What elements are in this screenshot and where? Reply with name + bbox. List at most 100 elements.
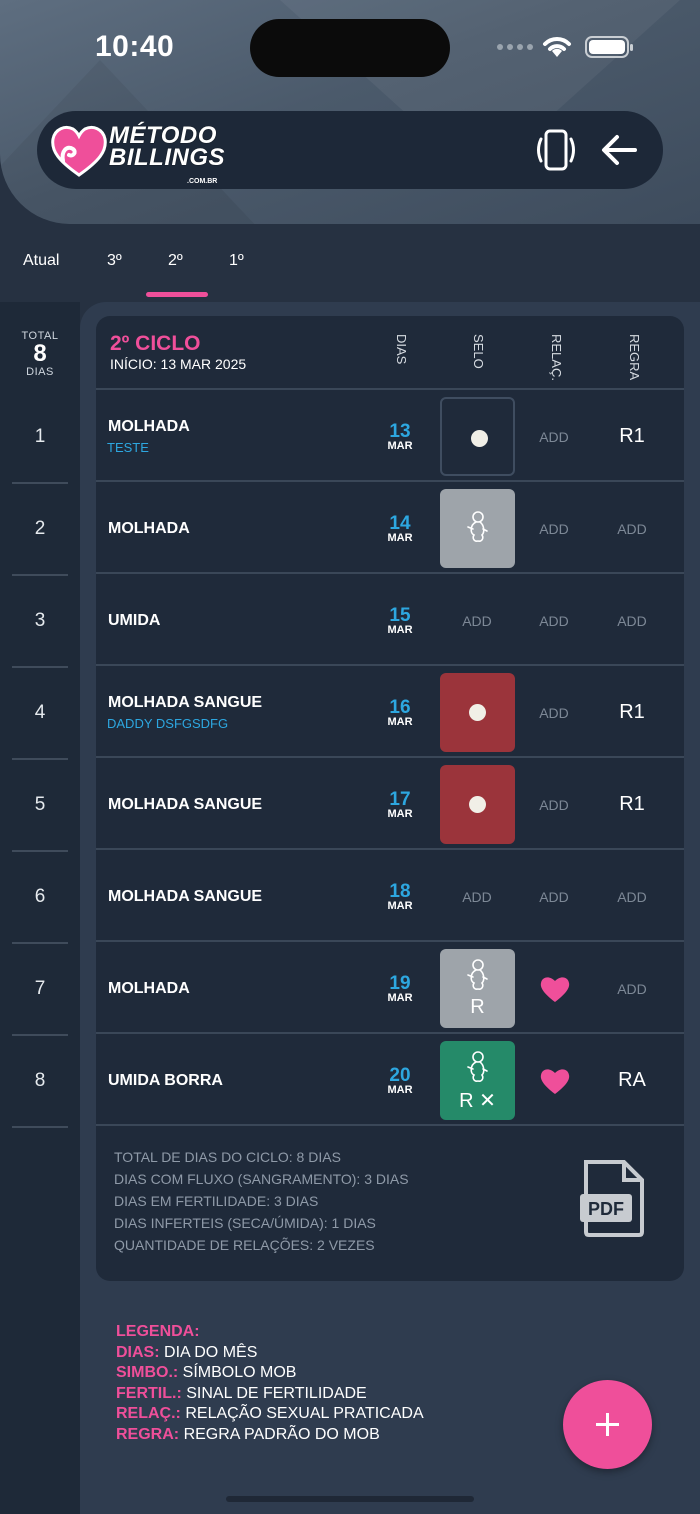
- rule-value[interactable]: R1: [619, 793, 645, 815]
- row-date: 19 MAR: [380, 974, 420, 1004]
- table-row[interactable]: MOLHADA 14 MAR ADD ADD: [96, 484, 684, 574]
- relation-add[interactable]: ADD: [539, 613, 569, 629]
- vibrate-icon[interactable]: [533, 129, 579, 171]
- rule-add[interactable]: ADD: [617, 981, 647, 997]
- cycle-start: INÍCIO: 13 MAR 2025: [110, 356, 247, 372]
- heart-icon[interactable]: [539, 974, 571, 1004]
- back-arrow-icon[interactable]: [599, 131, 639, 169]
- table-row[interactable]: MOLHADA SANGUE 17 MAR ADD R1: [96, 760, 684, 850]
- logo-domain: .COM.BR: [187, 178, 218, 185]
- tab-1[interactable]: 1º: [229, 252, 244, 269]
- rule-value[interactable]: R1: [619, 701, 645, 723]
- col-header-dias: DIAS: [394, 334, 409, 365]
- table-row[interactable]: MOLHADA SANGUE DADDY DSFGSDFG 16 MAR ADD R1: [96, 668, 684, 758]
- seal-add[interactable]: ADD: [462, 889, 492, 905]
- row-mucus-type: MOLHADA SANGUE: [108, 796, 263, 813]
- seal-stamp[interactable]: [440, 673, 515, 752]
- row-mucus-type: MOLHADA SANGUE: [108, 888, 263, 905]
- rule-add[interactable]: ADD: [617, 889, 647, 905]
- logo-line1: MÉTODO: [109, 122, 217, 149]
- legend-item-regra: REGRA: REGRA PADRÃO DO MOB: [116, 1425, 424, 1446]
- relation-add[interactable]: ADD: [539, 429, 569, 445]
- seal-text: R: [470, 996, 485, 1018]
- summary-relations: QUANTIDADE DE RELAÇÕES: 2 VEZES: [114, 1237, 375, 1253]
- summary-fertile-days: DIAS EM FERTILIDADE: 3 DIAS: [114, 1193, 319, 1209]
- seal-add[interactable]: ADD: [462, 613, 492, 629]
- sidebar-day-number: 3: [12, 576, 68, 668]
- status-bar: 10:40: [0, 0, 700, 100]
- dynamic-island: [250, 19, 450, 77]
- summary-infertile-days: DIAS INFERTEIS (SECA/ÚMIDA): 1 DIAS: [114, 1215, 376, 1231]
- home-indicator: [226, 1496, 474, 1502]
- rule-value[interactable]: RA: [618, 1069, 646, 1091]
- tab-3[interactable]: 3º: [107, 252, 122, 269]
- row-month: MAR: [387, 808, 413, 820]
- seal-stamp[interactable]: [440, 765, 515, 844]
- baby-icon: [464, 511, 490, 545]
- baby-icon: [464, 959, 490, 993]
- row-mucus-type: UMIDA: [108, 612, 161, 629]
- table-row[interactable]: MOLHADA TESTE 13 MAR ADD R1: [96, 392, 684, 482]
- logo-line2: BILLINGS: [109, 144, 225, 171]
- table-row[interactable]: UMIDA BORRA 20 MAR R ✕ RA: [96, 1036, 684, 1126]
- legend-key: FERTIL.:: [116, 1384, 182, 1402]
- total-unit: DIAS: [26, 366, 54, 378]
- app-bar: MÉTODO BILLINGS .COM.BR: [37, 111, 663, 189]
- sidebar-day-number: 8: [12, 1036, 68, 1128]
- baby-icon: [464, 1051, 490, 1085]
- relation-add[interactable]: ADD: [539, 889, 569, 905]
- cycle-summary: TOTAL DE DIAS DO CICLO: 8 DIAS DIAS COM …: [114, 1146, 409, 1256]
- table-row[interactable]: UMIDA 15 MAR ADD ADD ADD: [96, 576, 684, 666]
- sidebar-day-number: 5: [12, 760, 68, 852]
- cycle-header: 2º CICLO INÍCIO: 13 MAR 2025 DIAS SELO R…: [96, 316, 684, 390]
- legend-item-fertil: FERTIL.: SINAL DE FERTILIDADE: [116, 1384, 424, 1405]
- row-month: MAR: [387, 716, 413, 728]
- seal-stamp[interactable]: R ✕: [440, 1041, 515, 1120]
- relation-add[interactable]: ADD: [539, 705, 569, 721]
- tab-atual[interactable]: Atual: [23, 252, 60, 269]
- legend-value: SINAL DE FERTILIDADE: [186, 1384, 367, 1402]
- legend: LEGENDA: DIAS: DIA DO MÊS SIMBO.: SÍMBOL…: [116, 1322, 424, 1446]
- total-days: TOTAL 8 DIAS: [0, 330, 80, 378]
- relation-add[interactable]: ADD: [539, 797, 569, 813]
- row-month: MAR: [387, 532, 413, 544]
- tab-2[interactable]: 2º: [168, 252, 183, 269]
- add-entry-button[interactable]: [563, 1380, 652, 1469]
- tab-indicator: [146, 292, 208, 297]
- cycle-card: 2º CICLO INÍCIO: 13 MAR 2025 DIAS SELO R…: [96, 316, 684, 1281]
- row-date: 14 MAR: [380, 514, 420, 544]
- row-mucus-type: MOLHADA: [108, 520, 190, 537]
- row-mucus-type: MOLHADA: [108, 418, 190, 435]
- row-date: 20 MAR: [380, 1066, 420, 1096]
- total-value: 8: [33, 340, 47, 367]
- logo-text: MÉTODO BILLINGS .COM.BR: [109, 122, 225, 186]
- logo-icon: [51, 125, 107, 177]
- row-date: 13 MAR: [380, 422, 420, 452]
- row-month: MAR: [387, 440, 413, 452]
- seal-stamp[interactable]: [440, 397, 515, 476]
- seal-stamp[interactable]: R: [440, 949, 515, 1028]
- table-row[interactable]: MOLHADA 19 MAR R ADD: [96, 944, 684, 1034]
- legend-key: REGRA:: [116, 1425, 180, 1443]
- rule-add[interactable]: ADD: [617, 521, 647, 537]
- row-date: 15 MAR: [380, 606, 420, 636]
- row-day: 18: [389, 881, 411, 902]
- row-month: MAR: [387, 900, 413, 912]
- seal-stamp[interactable]: [440, 489, 515, 568]
- sidebar-day-number: 2: [12, 484, 68, 576]
- rule-value[interactable]: R1: [619, 425, 645, 447]
- row-date: 16 MAR: [380, 698, 420, 728]
- row-mucus-type: MOLHADA: [108, 980, 190, 997]
- total-label: TOTAL: [21, 330, 59, 342]
- table-row[interactable]: MOLHADA SANGUE 18 MAR ADD ADD ADD: [96, 852, 684, 942]
- relation-add[interactable]: ADD: [539, 521, 569, 537]
- row-note: DADDY DSFGSDFG: [107, 716, 229, 731]
- legend-title: LEGENDA:: [116, 1323, 200, 1340]
- pdf-label: PDF: [588, 1199, 624, 1219]
- row-month: MAR: [387, 624, 413, 636]
- row-note: TESTE: [107, 440, 149, 455]
- rule-add[interactable]: ADD: [617, 613, 647, 629]
- legend-key: DIAS:: [116, 1343, 160, 1361]
- heart-icon[interactable]: [539, 1066, 571, 1096]
- pdf-icon[interactable]: PDF: [580, 1158, 646, 1238]
